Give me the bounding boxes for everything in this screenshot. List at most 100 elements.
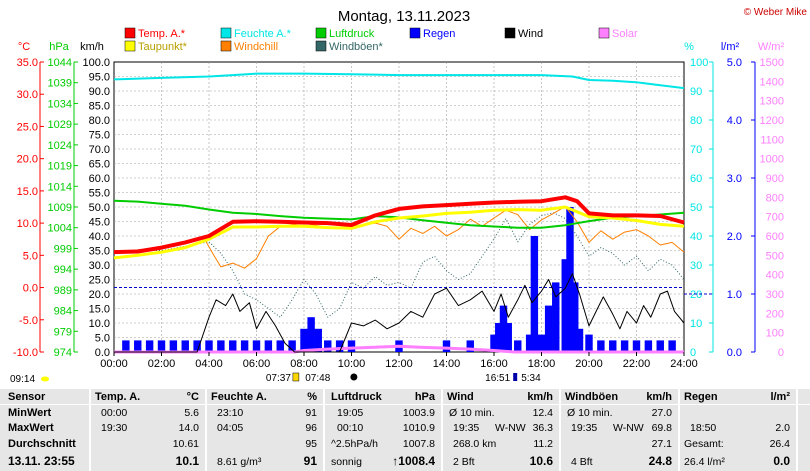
time-axis: 00:00 02:00 04:00 06:00 08:00 10:00 12:00 14:00… <box>10 352 698 385</box>
wind-axis-tick: 65.0 <box>89 159 110 171</box>
sunrise-label: 07:37 <box>266 373 291 384</box>
stats-pressure-max-val: 1010.9 <box>402 422 435 434</box>
pressure-axis-tick: 1019 <box>48 161 72 173</box>
wind-axis-tick: 5.0 <box>95 333 110 345</box>
legend-label: Feuchte A.* <box>234 28 292 40</box>
stats-temp-min-time: 00:00 <box>101 407 128 419</box>
solar-axis-tick: 0 <box>778 347 784 359</box>
rain-bar <box>157 340 166 352</box>
chart-legend: Temp. A.*Taupunkt* Feuchte A.*Windchill Lu… <box>124 27 638 53</box>
humidity-axis-unit: % <box>684 41 694 53</box>
humidity-axis-tick: 10 <box>690 318 702 330</box>
solar-axis-tick: 500 <box>766 250 784 262</box>
stats-wind-avg-val: 11.2 <box>533 438 553 450</box>
stats-humidity-avg-val: 95 <box>305 438 317 450</box>
x-tick-label: 24:00 <box>670 358 698 370</box>
stats-pressure-forecast: sonnig <box>331 456 362 468</box>
rain-bar <box>300 328 308 352</box>
temp-axis-tick: 25.0 <box>17 121 38 133</box>
legend-label: Regen <box>423 28 455 40</box>
stats-col-gusts: Windböen km/h Ø 10 min. 27.0 19:35 W-NW … <box>561 389 678 471</box>
legend-label: Taupunkt* <box>138 41 188 53</box>
temp-axis-tick: 10.0 <box>17 218 38 230</box>
legend-label: Solar <box>612 28 638 40</box>
legend-label: Luftdruck <box>329 28 375 40</box>
chart-axes: °C hPa km/h% l/m² W/m² 35.0 30.0 25.0 20.0 15.0 10… <box>13 41 785 359</box>
temp-axis-unit: °C <box>18 41 30 53</box>
rain-bar <box>544 305 553 352</box>
stats-humidity-absolute: 8.61 g/m³ <box>217 456 262 468</box>
pressure-axis-tick: 1014 <box>48 181 72 193</box>
stats-unit-humidity: % <box>307 391 317 403</box>
rain-bar <box>561 259 569 352</box>
wind-axis-tick: 85.0 <box>89 101 110 113</box>
stats-temp-min-val: 5.6 <box>184 407 199 419</box>
temp-axis-tick: 20.0 <box>17 154 38 166</box>
wind-axis-tick: 35.0 <box>89 246 110 258</box>
wind-axis-tick: 50.0 <box>89 202 110 214</box>
solar-axis-tick: 200 <box>766 308 784 320</box>
stats-label-max: MaxWert <box>8 422 54 434</box>
rain-bar <box>307 317 315 352</box>
stats-humidity-current: 91 <box>303 454 317 468</box>
stats-temp-max-time: 19:30 <box>101 422 128 434</box>
stats-humidity-min-val: 91 <box>305 407 317 419</box>
stats-header-pressure: Luftdruck <box>331 391 382 403</box>
stats-wind-beaufort: 2 Bft <box>453 456 475 468</box>
stats-wind-max-dir: W-NW <box>495 422 526 434</box>
x-tick-label: 18:00 <box>528 358 556 370</box>
rain-bar <box>314 328 322 352</box>
stats-col-rain: Regen l/m² 18:50 2.0 Gesamt: 26.4 26.4 l… <box>680 389 796 471</box>
solar-axis-tick: 1300 <box>760 96 784 108</box>
stats-pressure-max-time: 00:10 <box>337 422 364 434</box>
weather-chart: Montag, 13.11.2023 © Weber Mike Temp. A.… <box>10 7 807 385</box>
pressure-axis-tick: 1009 <box>48 202 72 214</box>
temp-axis-tick: -10.0 <box>13 347 38 359</box>
stats-header-humidity: Feuchte A. <box>211 391 267 403</box>
wind-axis-tick: 70.0 <box>89 144 110 156</box>
rain-bar <box>597 340 605 352</box>
humidity-axis-tick: 50 <box>690 202 702 214</box>
pressure-axis-tick: 1034 <box>48 98 72 110</box>
chart-title: Montag, 13.11.2023 <box>338 8 470 25</box>
x-tick-label: 00:00 <box>100 358 128 370</box>
temp-axis-tick: 0.0 <box>23 283 38 295</box>
x-tick-label: 20:00 <box>575 358 603 370</box>
rain-bar <box>632 340 641 352</box>
stats-header-temp: Temp. A. <box>95 391 141 403</box>
stats-col-humidity: Feuchte A. % 23:10 91 04:05 96 95 8.61 g… <box>207 389 323 471</box>
stats-rain-daily: 26.4 l/m² <box>684 456 725 468</box>
humidity-axis-tick: 0 <box>690 347 696 359</box>
wind-axis-tick: 55.0 <box>89 188 110 200</box>
daylight-label: 5:34 <box>521 373 541 384</box>
rain-bar <box>656 340 664 352</box>
noon-label: 07:48 <box>305 373 330 384</box>
rain-bar <box>145 340 154 352</box>
stats-label-avg: Durchschnitt <box>8 438 76 450</box>
stats-humidity-max-time: 04:05 <box>217 422 244 434</box>
stats-label-current: 13.11. 23:55 <box>8 454 75 468</box>
stats-wind-distance: 268.0 km <box>453 438 497 450</box>
wind-axis-tick: 25.0 <box>89 275 110 287</box>
pressure-axis-tick: 1024 <box>48 140 72 152</box>
x-tick-label: 16:00 <box>480 358 508 370</box>
rain-bar <box>324 340 332 352</box>
rain-axis-tick: 2.0 <box>727 231 742 243</box>
temp-axis-tick: 35.0 <box>17 57 38 69</box>
stats-rain-total-val: 26.4 <box>769 438 790 450</box>
wind-axis-unit: km/h <box>80 41 104 53</box>
stats-header-sensor: Sensor <box>8 391 46 403</box>
rain-bar <box>499 305 508 352</box>
pressure-axis-tick: 989 <box>54 285 72 297</box>
rain-bar <box>530 236 539 352</box>
stats-pressure-avg-val: 1007.8 <box>402 438 435 450</box>
rain-bar <box>181 340 189 352</box>
stats-gusts-max-time: 19:35 <box>571 422 598 434</box>
rain-axis-tick: 0.0 <box>727 347 742 359</box>
stats-unit-pressure: hPa <box>414 391 435 403</box>
rain-bar <box>169 340 178 352</box>
wind-axis-tick: 0.0 <box>95 347 110 359</box>
rain-axis-tick: 3.0 <box>727 173 742 185</box>
wind-axis-tick: 60.0 <box>89 173 110 185</box>
stats-unit-temp: °C <box>186 391 199 403</box>
